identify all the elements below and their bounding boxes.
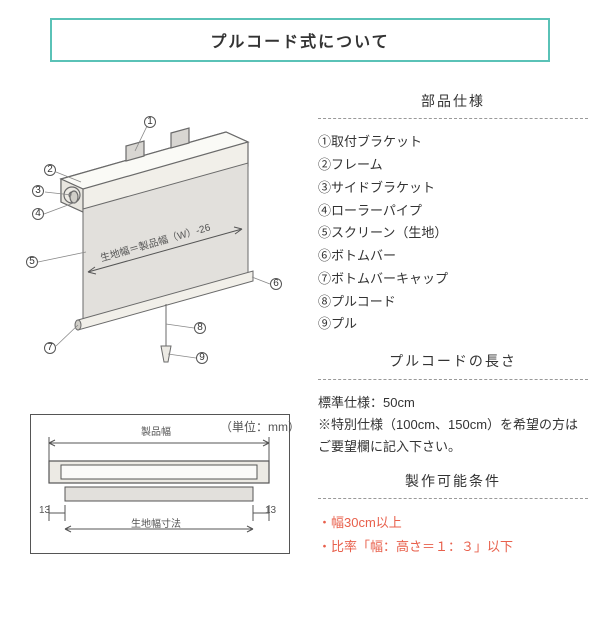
condition-item: ・比率「幅：高さ＝１：３」以下 xyxy=(318,535,588,558)
cond-header: 製作可能条件 xyxy=(318,470,588,492)
part-item: ⑨プル xyxy=(318,313,588,336)
title-text: プルコード式について xyxy=(210,34,389,51)
conditions: ・幅30cm以上 ・比率「幅：高さ＝１：３」以下 xyxy=(318,511,588,558)
part-item: ③サイドブラケット xyxy=(318,177,588,200)
cord-spec: 標準仕様：50cm ※特別仕様（100cm、150cm）を希望の方はご要望欄に記… xyxy=(318,392,588,458)
right-column: 部品仕様 ①取付ブラケット ②フレーム ③サイドブラケット ④ローラーパイプ ⑤… xyxy=(312,84,588,558)
part-diagram: 1 2 3 4 5 6 7 8 9 生地幅＝製品幅（W）-26 xyxy=(16,84,296,384)
dimension-diagram: 製品幅 13 13 生地幅寸法 xyxy=(30,414,290,554)
part-item: ①取付ブラケット xyxy=(318,131,588,154)
margin-right-label: 13 xyxy=(265,505,276,516)
divider xyxy=(318,498,588,499)
cord-spec-line: ※特別仕様（100cm、150cm）を希望の方はご要望欄に記入下さい。 xyxy=(318,414,588,458)
part-item: ④ローラーパイプ xyxy=(318,200,588,223)
part-num-2: 2 xyxy=(44,164,56,176)
part-item: ⑦ボトムバーキャップ xyxy=(318,268,588,291)
part-item: ⑥ボトムバー xyxy=(318,245,588,268)
part-num-1: 1 xyxy=(144,116,156,128)
page-title: プルコード式について xyxy=(50,18,550,62)
fabric-dim-label: 生地幅寸法 xyxy=(131,515,181,530)
part-item: ②フレーム xyxy=(318,154,588,177)
part-num-9: 9 xyxy=(196,352,208,364)
cord-header: プルコードの長さ xyxy=(318,350,588,372)
divider xyxy=(318,379,588,380)
part-num-7: 7 xyxy=(44,342,56,354)
part-num-3: 3 xyxy=(32,185,44,197)
content: 1 2 3 4 5 6 7 8 9 生地幅＝製品幅（W）-26 （単位：mm） xyxy=(0,84,600,558)
part-num-4: 4 xyxy=(32,208,44,220)
parts-header: 部品仕様 xyxy=(318,90,588,112)
left-column: 1 2 3 4 5 6 7 8 9 生地幅＝製品幅（W）-26 （単位：mm） xyxy=(12,84,312,558)
divider xyxy=(318,118,588,119)
part-item: ⑤スクリーン（生地） xyxy=(318,222,588,245)
cord-spec-line: 標準仕様：50cm xyxy=(318,392,588,414)
part-num-6: 6 xyxy=(270,278,282,290)
parts-list: ①取付ブラケット ②フレーム ③サイドブラケット ④ローラーパイプ ⑤スクリーン… xyxy=(318,131,588,336)
condition-item: ・幅30cm以上 xyxy=(318,511,588,534)
part-num-8: 8 xyxy=(194,322,206,334)
part-num-5: 5 xyxy=(26,256,38,268)
part-item: ⑧プルコード xyxy=(318,291,588,314)
margin-left-label: 13 xyxy=(39,505,50,516)
product-width-label: 製品幅 xyxy=(141,423,171,438)
